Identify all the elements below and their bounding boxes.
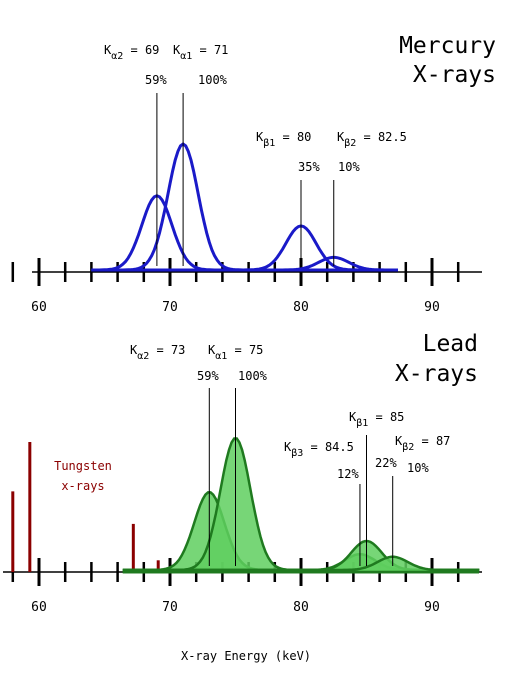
- mercury-peak-label-0: Kα2 = 69: [104, 43, 159, 62]
- peak-label-sub: β1: [356, 418, 368, 429]
- mercury-peak-percent-1: 100%: [198, 73, 228, 87]
- mercury-panel: Mercury X-rays 60 70 80 90 Kα2 = 69 59% Kα1 = 71…: [11, 33, 496, 315]
- tungsten-label-line-1: x-rays: [61, 479, 104, 493]
- mercury-peak-percent-3: 10%: [338, 160, 360, 174]
- lead-peak-percent-0: 59%: [197, 369, 219, 383]
- peak-label-rest: = 85: [368, 410, 404, 424]
- lead-tick-label: 90: [424, 600, 440, 615]
- mercury-title-line-1: X-rays: [413, 62, 496, 88]
- peak-label-main: K: [337, 130, 345, 144]
- lead-peak-percent-1: 100%: [238, 369, 268, 383]
- mercury-peak-label-1: Kα1 = 71: [173, 43, 228, 62]
- peak-label-main: K: [284, 440, 292, 454]
- mercury-tick-label: 60: [31, 300, 47, 315]
- x-axis-label: X-ray Energy (keV): [181, 649, 311, 663]
- peak-label-sub: β2: [344, 138, 356, 149]
- peak-label-sub: α1: [215, 351, 227, 362]
- peak-label-rest: = 69: [123, 43, 159, 57]
- peak-label-sub: β2: [402, 442, 414, 453]
- lead-peak-label-1: Kα1 = 75: [208, 343, 263, 362]
- peak-label-rest: = 75: [227, 343, 263, 357]
- mercury-tick-marks: [11, 258, 460, 286]
- peak-label-main: K: [130, 343, 138, 357]
- lead-peak-label-4: Kβ2 = 87: [395, 434, 450, 453]
- peak-label-main: K: [208, 343, 216, 357]
- mercury-peak-percent-2: 35%: [298, 160, 320, 174]
- lead-peak-label-2: Kβ3 = 84.5: [284, 440, 354, 459]
- peak-label-main: K: [256, 130, 264, 144]
- mercury-peak-label-3: Kβ2 = 82.5: [337, 130, 407, 149]
- lead-peak-4: [122, 555, 480, 574]
- lead-peak-label-3: Kβ1 = 85: [349, 410, 404, 429]
- lead-tick-label: 70: [162, 600, 178, 615]
- mercury-peak-percent-0: 59%: [145, 73, 167, 87]
- lead-peak-percent-4: 10%: [407, 461, 429, 475]
- peak-label-rest: = 84.5: [303, 440, 354, 454]
- peak-label-main: K: [173, 43, 181, 57]
- peak-label-rest: = 87: [414, 434, 450, 448]
- lead-tick-label: 60: [31, 600, 47, 615]
- peak-label-sub: α2: [111, 51, 123, 62]
- lead-peak-percent-2: 12%: [337, 467, 359, 481]
- lead-title-line-0: Lead: [423, 331, 478, 357]
- tungsten-label-line-0: Tungsten: [54, 459, 112, 473]
- mercury-tick-label: 90: [424, 300, 440, 315]
- lead-panel: Lead X-rays 60 70 80 90 Tungsten x-rays Kα2 = 73…: [3, 331, 482, 615]
- mercury-peak-0: [91, 194, 398, 272]
- mercury-tick-label: 80: [293, 300, 309, 315]
- mercury-peak-label-2: Kβ1 = 80: [256, 130, 311, 149]
- mercury-peak-3: [91, 255, 398, 272]
- peak-label-rest: = 80: [275, 130, 311, 144]
- lead-title-line-1: X-rays: [395, 361, 478, 387]
- peak-label-rest: = 71: [192, 43, 228, 57]
- lead-peak-percent-3: 22%: [375, 456, 397, 470]
- peak-label-rest: = 82.5: [356, 130, 407, 144]
- mercury-tick-label: 70: [162, 300, 178, 315]
- peak-label-sub: β3: [291, 448, 303, 459]
- lead-tick-label: 80: [293, 600, 309, 615]
- peak-label-main: K: [349, 410, 357, 424]
- peak-label-rest: = 73: [149, 343, 185, 357]
- peak-label-sub: β1: [263, 138, 275, 149]
- mercury-title-line-0: Mercury: [399, 33, 496, 59]
- lead-peak-label-0: Kα2 = 73: [130, 343, 185, 362]
- peak-label-sub: α2: [137, 351, 149, 362]
- peak-label-sub: α1: [180, 51, 192, 62]
- peak-label-main: K: [104, 43, 112, 57]
- peak-label-main: K: [395, 434, 403, 448]
